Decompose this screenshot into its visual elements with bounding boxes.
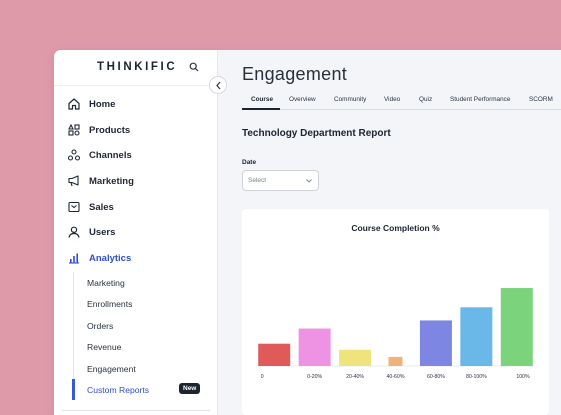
sidebar-item-label: Home <box>89 99 116 110</box>
x-tick-label: 80-100% <box>466 374 487 380</box>
sidebar-item-channels[interactable]: Channels <box>54 143 218 169</box>
subnav-item-label: Orders <box>87 320 114 331</box>
date-select[interactable]: Select <box>242 170 319 191</box>
products-icon <box>68 123 80 136</box>
channels-icon <box>67 149 81 161</box>
tab-scorm[interactable]: SCORM <box>529 96 553 103</box>
search-icon[interactable] <box>189 62 199 72</box>
sidebar-item-users[interactable]: Users <box>54 220 218 246</box>
bar-0 <box>258 343 291 366</box>
subnav-item-label: Enrollments <box>87 299 133 310</box>
tab-course[interactable]: Course <box>251 96 274 103</box>
date-select-value: Select <box>248 177 267 184</box>
sidebar-item-label: Products <box>89 124 131 136</box>
bar-3 <box>388 356 403 366</box>
tab-student-performance[interactable]: Student Performance <box>450 96 511 103</box>
sidebar-divider <box>62 410 210 411</box>
sidebar: THINKIFIC Home Products Channels Marketi <box>54 50 218 415</box>
x-tick-label: 60-80% <box>427 374 445 380</box>
bar-6 <box>500 288 533 366</box>
page-title: Engagement <box>242 64 348 84</box>
tab-community[interactable]: Community <box>334 96 367 103</box>
sidebar-item-products[interactable]: Products <box>54 118 218 144</box>
tab-video[interactable]: Video <box>384 96 401 103</box>
sidebar-item-marketing[interactable]: Marketing <box>54 169 218 195</box>
subnav-item-enrollments[interactable]: Enrollments <box>74 293 218 314</box>
sidebar-item-label: Marketing <box>89 176 134 188</box>
course-completion-chart: 0 0-20% 20-40% 40-60% 60-80% 80-100% 100% <box>256 288 533 380</box>
user-icon <box>68 227 80 239</box>
x-tick-label: 20-40% <box>346 374 364 380</box>
tab-quiz[interactable]: Quiz <box>419 96 433 103</box>
subnav-item-engagement[interactable]: Engagement <box>74 358 218 379</box>
x-tick-label: 0 <box>261 374 264 380</box>
chart-title: Course Completion % <box>351 223 440 233</box>
subnav-item-label: Marketing <box>87 278 125 288</box>
sidebar-item-label: Sales <box>89 201 114 213</box>
sidebar-item-analytics[interactable]: Analytics <box>54 246 218 272</box>
chevron-left-icon <box>216 81 221 90</box>
x-tick-label: 40-60% <box>387 374 405 380</box>
subnav-item-orders[interactable]: Orders <box>74 315 218 336</box>
sales-icon <box>68 201 80 212</box>
subnav-item-custom-reports[interactable]: Custom Reports New <box>72 378 218 401</box>
date-label: Date <box>242 159 257 166</box>
sidebar-item-label: Channels <box>89 150 132 162</box>
report-title: Technology Department Report <box>242 128 391 139</box>
bar-5 <box>460 307 493 366</box>
bar-4 <box>419 320 452 366</box>
app-window: THINKIFIC Home Products Channels Marketi <box>54 50 561 415</box>
sidebar-item-label: Analytics <box>89 253 132 265</box>
chevron-down-icon <box>306 179 312 183</box>
logo: THINKIFIC <box>97 61 178 73</box>
sidebar-item-home[interactable]: Home <box>54 92 218 118</box>
bar-2 <box>339 349 372 366</box>
logo-row: THINKIFIC <box>54 50 218 86</box>
sidebar-item-sales[interactable]: Sales <box>54 195 218 221</box>
home-icon <box>68 98 80 110</box>
new-badge: New <box>179 382 201 394</box>
tab-bar: Course Overview Community Video Quiz Stu… <box>242 92 561 110</box>
analytics-icon <box>69 253 79 264</box>
subnav-item-label: Revenue <box>87 342 122 353</box>
main-content: Engagement Course Overview Community Vid… <box>218 50 561 415</box>
x-tick-label: 100% <box>516 374 530 380</box>
subnav-item-marketing[interactable]: Marketing <box>74 272 218 293</box>
x-tick-label: 0-20% <box>307 374 322 380</box>
analytics-subnav: Marketing Enrollments Orders Revenue Eng… <box>72 272 218 401</box>
subnav-item-label: Engagement <box>87 363 136 374</box>
subnav-item-revenue[interactable]: Revenue <box>74 336 218 357</box>
megaphone-icon <box>68 175 79 187</box>
subnav-item-label: Custom Reports <box>87 384 150 395</box>
collapse-sidebar-button[interactable] <box>209 76 227 94</box>
bar-1 <box>298 328 331 366</box>
chart-card: Course Completion % 0 0-20% 20-40% 40-60% 60… <box>242 209 549 415</box>
tab-overview[interactable]: Overview <box>289 96 316 103</box>
sidebar-item-label: Users <box>89 227 116 239</box>
active-tab-indicator <box>242 108 280 110</box>
sidebar-nav: Home Products Channels Marketing Sales U… <box>54 92 218 272</box>
